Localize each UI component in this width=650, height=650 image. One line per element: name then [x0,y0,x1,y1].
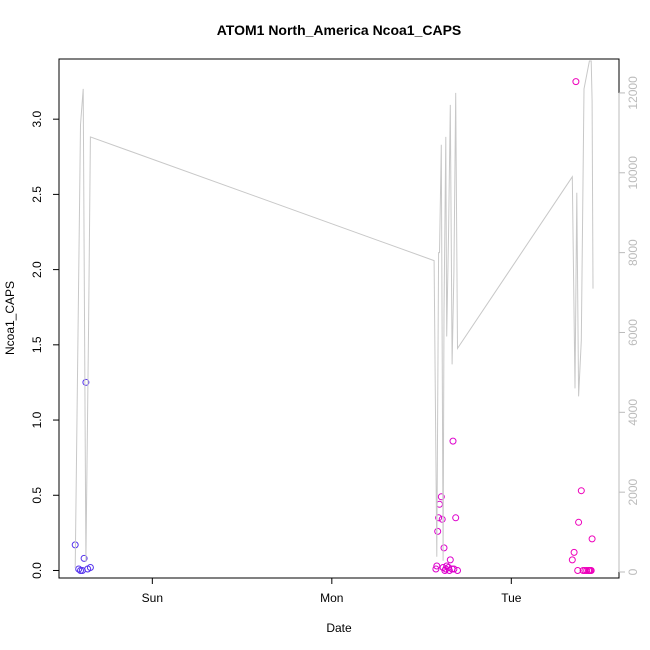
series-1-point [450,565,458,573]
y-tick-label: 2.5 [30,186,44,203]
y2-tick-label: 2000 [626,478,640,505]
series-1-point [434,527,442,535]
y2-axis: 0 2000 4000 6000 8000 10000 12000 [618,76,640,575]
x-tick-label: Mon [320,591,343,605]
series-1-point [449,437,457,445]
series-1-point [432,565,440,573]
series-3-line [74,60,594,569]
series-2-point [568,556,576,564]
series-1-point [438,515,446,523]
series-1-point [437,493,445,501]
y-axis: 0.0 0.5 1.0 1.5 2.0 2.5 3.0 [30,111,60,579]
series-2-point [588,535,596,543]
series-layer [71,60,596,574]
series-1-point [435,514,443,522]
series-1-point [454,567,461,574]
series-1-point [433,562,441,570]
x-tick-label: Tue [501,591,522,605]
y-tick-label: 3.0 [30,111,44,128]
y2-tick-label: 0 [626,568,640,575]
y-tick-label: 1.0 [30,411,44,428]
y2-tick-label: 10000 [626,156,640,190]
y2-tick-label: 6000 [626,319,640,346]
x-axis-label: Date [326,621,352,635]
series-0-point [86,564,94,571]
y-tick-label: 2.0 [30,261,44,278]
series-1-point [452,514,460,522]
y-tick-label: 1.5 [30,336,44,353]
y2-tick-label: 4000 [626,399,640,426]
series-1-point [440,544,448,552]
series-1-point [446,556,454,564]
series-2-point [574,567,582,574]
series-0-point [80,554,88,562]
series-2-point [577,487,585,495]
x-axis: Sun Mon Tue [142,577,522,605]
y-tick-label: 0.0 [30,562,44,579]
chart-title: ATOM1 North_America Ncoa1_CAPS [217,22,462,38]
series-0-point [75,565,83,573]
series-2-point [570,548,578,556]
series-2-point [572,78,580,86]
x-tick-label: Sun [142,591,163,605]
y-axis-label: Ncoa1_CAPS [3,281,17,355]
series-0-point [82,378,90,386]
series-2-point [587,567,595,574]
y2-tick-label: 8000 [626,239,640,266]
y2-tick-label: 12000 [626,76,640,110]
y-tick-label: 0.5 [30,487,44,504]
series-2-point [575,518,583,526]
